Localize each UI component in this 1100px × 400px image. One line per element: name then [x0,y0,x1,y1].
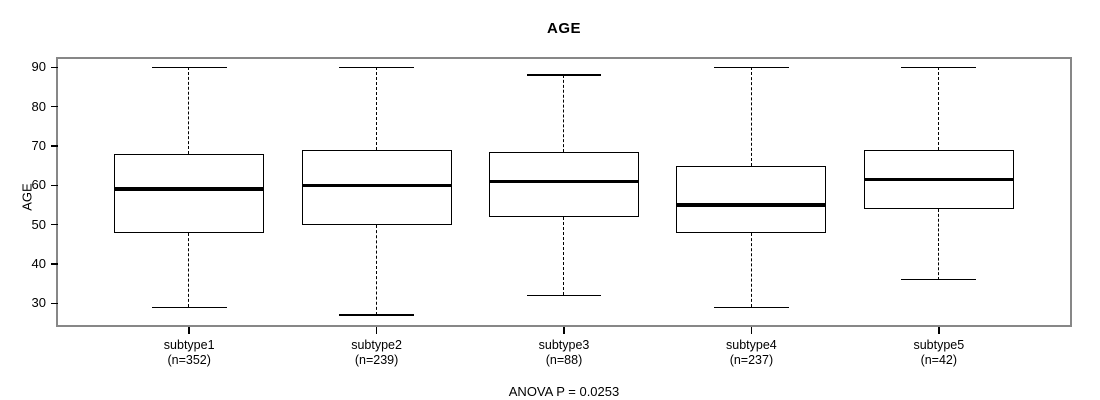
x-tick-label: subtype5 (n=42) [859,338,1019,368]
upper-whisker [750,67,752,166]
lower-whisker [375,224,377,316]
median-line [489,179,639,184]
iqr-box [676,165,827,233]
y-tick-mark [51,302,58,305]
median-line [301,183,452,188]
lower-whisker [938,208,940,280]
category-label: subtype5 [913,338,965,352]
category-label: subtype3 [538,338,590,352]
upper-whisker-cap [151,66,227,68]
upper-whisker [563,75,565,152]
y-tick-mark [51,263,58,265]
y-tick-label: 70 [31,137,46,153]
y-tick-mark [51,223,58,226]
category-n-label: (n=88) [545,353,583,367]
upper-whisker-cap [713,66,789,68]
category-label: subtype4 [726,338,777,352]
y-tick-mark [51,184,58,187]
category-n-label: (n=237) [729,353,774,367]
y-tick-label: 40 [31,256,46,271]
y-tick-label: 60 [31,177,46,193]
category-n-label: (n=42) [920,353,958,367]
iqr-box [301,149,452,225]
y-tick-label: 50 [31,216,46,232]
category-label: subtype1 [163,338,215,352]
x-tick-mark [750,327,753,334]
category-n-label: (n=239) [354,353,399,367]
x-tick-label: subtype1 (n=352) [109,338,269,368]
y-tick-mark [51,105,58,108]
upper-whisker-cap [526,74,602,76]
lower-whisker [188,232,190,308]
chart-title: AGE [546,20,581,37]
lower-whisker-cap [901,278,977,281]
lower-whisker-cap [713,306,789,309]
lower-whisker [563,216,565,296]
iqr-box [489,151,639,217]
x-tick-mark [938,327,940,334]
upper-whisker [375,67,377,150]
y-tick-mark [51,66,58,68]
median-line [676,203,827,207]
x-tick-label: subtype2 (n=239) [297,338,457,368]
x-tick-label: subtype4 (n=237) [671,338,831,368]
iqr-box [114,153,265,233]
upper-whisker [938,67,940,150]
x-tick-mark [375,327,378,334]
y-tick-label: 30 [31,295,46,311]
x-tick-mark [563,327,565,334]
category-n-label: (n=352) [167,353,211,367]
upper-whisker [188,67,190,154]
y-tick-mark [51,145,58,147]
lower-whisker [750,232,752,308]
anova-annotation: ANOVA P = 0.0253 [508,384,620,399]
y-tick-label: 80 [31,98,46,114]
x-tick-label: subtype3 (n=88) [484,338,644,368]
x-tick-mark [188,327,190,334]
lower-whisker-cap [151,306,227,309]
upper-whisker-cap [339,66,415,68]
lower-whisker-cap [339,314,415,316]
median-line [863,177,1014,182]
y-tick-label: 90 [31,59,46,75]
category-label: subtype2 [351,338,402,352]
lower-whisker-cap [526,294,602,297]
median-line [114,187,265,191]
upper-whisker-cap [901,66,977,68]
